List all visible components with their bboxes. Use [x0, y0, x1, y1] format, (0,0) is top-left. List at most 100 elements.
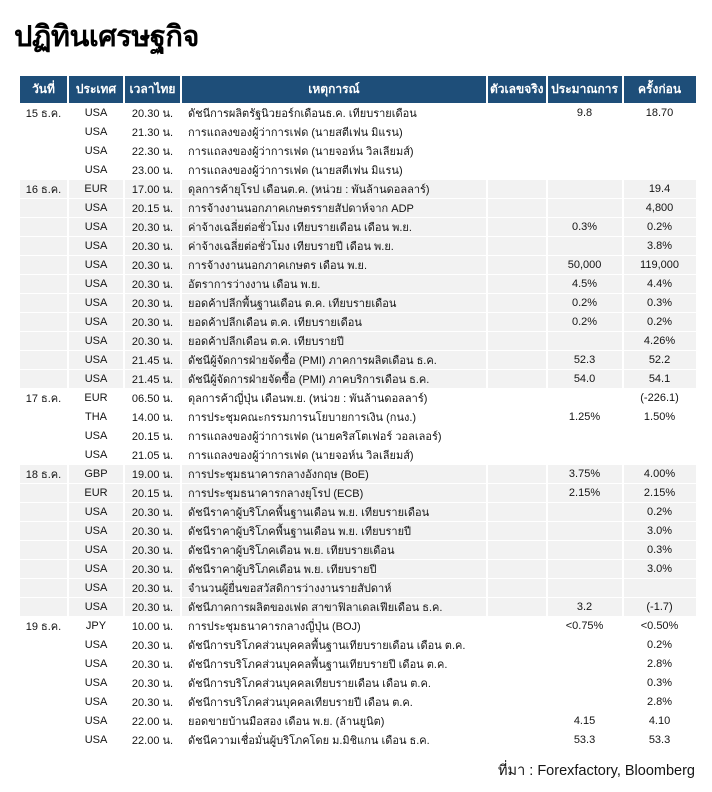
forecast-cell: 53.3	[545, 730, 624, 750]
column-header-date: วันที่	[18, 75, 69, 104]
time-cell: 22.00 น.	[123, 711, 182, 731]
actual-cell	[486, 141, 548, 161]
country-cell: USA	[67, 711, 125, 731]
event-cell: ดัชนีการบริโภคส่วนบุคคลพื้นฐานเทียบรายปี…	[180, 654, 488, 674]
date-cell	[18, 255, 69, 275]
event-cell: ยอดค้าปลีกเดือน ต.ค. เทียบรายปี	[180, 331, 488, 351]
time-cell: 20.30 น.	[123, 654, 182, 674]
forecast-cell: 1.25%	[545, 407, 624, 427]
event-row: USA 21.30 น. การแถลงของผู้ว่าการเฟด (นายสต…	[18, 122, 698, 142]
event-row: USA 22.00 น. ยอดขายบ้านมือสอง เดือน พ.ย. (…	[18, 711, 698, 731]
event-row: USA 20.30 น. ดัชนีราคาผู้บริโภคเดือน พ.ย. …	[18, 540, 698, 560]
event-cell: ยอดค้าปลีกเดือน ต.ค. เทียบรายเดือน	[180, 312, 488, 332]
previous-cell: 52.2	[621, 350, 698, 370]
event-cell: การจ้างงานนอกภาคเกษตร เดือน พ.ย.	[180, 255, 488, 275]
date-cell	[18, 483, 69, 503]
time-cell: 20.30 น.	[123, 331, 182, 351]
event-cell: ดัชนีการบริโภคส่วนบุคคลพื้นฐานเทียบรายเด…	[180, 635, 488, 655]
previous-cell: 3.0%	[621, 559, 698, 579]
time-cell: 20.30 น.	[123, 578, 182, 598]
previous-cell: 0.2%	[621, 312, 698, 332]
previous-cell: 19.4	[621, 179, 698, 199]
event-cell: ดัชนีราคาผู้บริโภคเดือน พ.ย. เทียบรายเดื…	[180, 540, 488, 560]
forecast-cell: 52.3	[545, 350, 624, 370]
date-cell	[18, 597, 69, 617]
forecast-cell: 3.2	[545, 597, 624, 617]
country-cell: USA	[67, 635, 125, 655]
event-cell: ดัชนีการบริโภคส่วนบุคคลเทียบรายปี เดือน …	[180, 692, 488, 712]
column-header-previous: ครั้งก่อน	[621, 75, 698, 104]
forecast-cell: 0.2%	[545, 312, 624, 332]
country-cell: USA	[67, 540, 125, 560]
forecast-cell: <0.75%	[545, 616, 624, 636]
time-cell: 20.30 น.	[123, 293, 182, 313]
forecast-cell: 4.15	[545, 711, 624, 731]
previous-cell: <0.50%	[621, 616, 698, 636]
country-cell: USA	[67, 597, 125, 617]
country-cell: USA	[67, 521, 125, 541]
country-cell: THA	[67, 407, 125, 427]
forecast-cell	[545, 236, 624, 256]
previous-cell: 18.70	[621, 103, 698, 123]
event-row: 16 ธ.ค. EUR 17.00 น. ดุลการค้ายุโรป เดือนต.…	[18, 179, 698, 199]
time-cell: 20.15 น.	[123, 198, 182, 218]
forecast-cell	[545, 635, 624, 655]
previous-cell: (-226.1)	[621, 388, 698, 408]
event-cell: ยอดขายบ้านมือสอง เดือน พ.ย. (ล้านยูนิต)	[180, 711, 488, 731]
event-row: 17 ธ.ค. EUR 06.50 น. ดุลการค้าญี่ปุ่น เดือน…	[18, 388, 698, 408]
actual-cell	[486, 483, 548, 503]
forecast-cell	[545, 388, 624, 408]
country-cell: USA	[67, 578, 125, 598]
event-row: USA 20.30 น. ดัชนีราคาผู้บริโภคพื้นฐานเดือ…	[18, 502, 698, 522]
event-cell: การประชุมธนาคารกลางญี่ปุ่น (BOJ)	[180, 616, 488, 636]
forecast-cell: 54.0	[545, 369, 624, 389]
forecast-cell: 50,000	[545, 255, 624, 275]
date-cell	[18, 331, 69, 351]
previous-cell: 0.3%	[621, 293, 698, 313]
country-cell: USA	[67, 673, 125, 693]
date-cell: 15 ธ.ค.	[18, 103, 69, 123]
time-cell: 06.50 น.	[123, 388, 182, 408]
event-row: USA 20.30 น. ยอดค้าปลีกเดือน ต.ค. เทียบราย…	[18, 331, 698, 351]
time-cell: 21.45 น.	[123, 369, 182, 389]
event-row: USA 20.30 น. การจ้างงานนอกภาคเกษตร เดือน พ…	[18, 255, 698, 275]
time-cell: 20.15 น.	[123, 426, 182, 446]
event-cell: ดัชนีผู้จัดการฝ่ายจัดซื้อ (PMI) ภาคการผล…	[180, 350, 488, 370]
previous-cell	[621, 578, 698, 598]
date-cell	[18, 540, 69, 560]
event-cell: การแถลงของผู้ว่าการเฟด (นายสตีเฟน มิแรน)	[180, 122, 488, 142]
actual-cell	[486, 198, 548, 218]
country-cell: USA	[67, 255, 125, 275]
actual-cell	[486, 502, 548, 522]
actual-cell	[486, 122, 548, 142]
date-cell: 19 ธ.ค.	[18, 616, 69, 636]
event-row: USA 20.30 น. ยอดค้าปลีกเดือน ต.ค. เทียบราย…	[18, 312, 698, 332]
event-cell: การประชุมธนาคารกลางยุโรป (ECB)	[180, 483, 488, 503]
country-cell: USA	[67, 426, 125, 446]
country-cell: USA	[67, 141, 125, 161]
previous-cell: 2.8%	[621, 654, 698, 674]
date-cell	[18, 160, 69, 180]
event-row: USA 20.30 น. อัตราการว่างงาน เดือน พ.ย. 4.5…	[18, 274, 698, 294]
time-cell: 22.00 น.	[123, 730, 182, 750]
actual-cell	[486, 597, 548, 617]
previous-cell: 4.26%	[621, 331, 698, 351]
event-row: 19 ธ.ค. JPY 10.00 น. การประชุมธนาคารกลางญี่…	[18, 616, 698, 636]
event-row: USA 20.15 น. การจ้างงานนอกภาคเกษตรรายสัปดา…	[18, 198, 698, 218]
actual-cell	[486, 521, 548, 541]
previous-cell: 4.4%	[621, 274, 698, 294]
actual-cell	[486, 616, 548, 636]
date-cell	[18, 502, 69, 522]
event-row: 18 ธ.ค. GBP 19.00 น. การประชุมธนาคารกลางอัง…	[18, 464, 698, 484]
event-cell: ดัชนีราคาผู้บริโภคพื้นฐานเดือน พ.ย. เทีย…	[180, 502, 488, 522]
event-cell: ดุลการค้าญี่ปุ่น เดือนพ.ย. (หน่วย : พันล…	[180, 388, 488, 408]
date-cell	[18, 274, 69, 294]
country-cell: USA	[67, 236, 125, 256]
date-cell	[18, 578, 69, 598]
country-cell: JPY	[67, 616, 125, 636]
country-cell: EUR	[67, 388, 125, 408]
event-row: USA 21.45 น. ดัชนีผู้จัดการฝ่ายจัดซื้อ (PM…	[18, 350, 698, 370]
forecast-cell	[545, 540, 624, 560]
date-cell	[18, 293, 69, 313]
economic-calendar-table: วันที่ ประเทศ เวลาไทย เหตุการณ์ ตัวเลขจริง ปร…	[18, 75, 698, 750]
